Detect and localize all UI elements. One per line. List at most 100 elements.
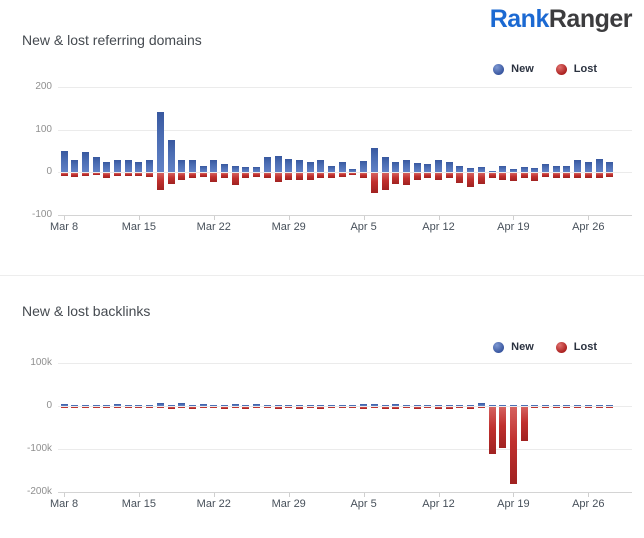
bar-lost (60, 173, 68, 176)
bar-new (338, 162, 346, 173)
bar-lost (392, 407, 400, 409)
legend-lost-bullet-icon (555, 63, 567, 75)
bar-lost (467, 173, 475, 187)
bar-new (263, 404, 271, 406)
bar-new (92, 157, 100, 173)
bar-new (285, 404, 293, 406)
bar-lost (477, 407, 485, 409)
bar-lost (445, 173, 453, 179)
bar-new (563, 404, 571, 406)
x-axis-label: Mar 22 (196, 498, 231, 510)
bar-new (542, 404, 549, 406)
gridline (58, 449, 632, 450)
bar-lost (306, 173, 314, 180)
x-axis-tick (138, 493, 140, 497)
x-axis-label: Mar 29 (271, 221, 306, 233)
bar-lost (413, 407, 421, 409)
bar-new (146, 405, 154, 407)
bar-new (135, 162, 143, 173)
bar-new (531, 168, 539, 173)
x-axis-tick (138, 216, 140, 220)
bar-lost (146, 407, 154, 409)
bar-lost (552, 173, 560, 178)
bar-new (103, 405, 111, 407)
legend-new-label: New (511, 341, 534, 353)
bar-new (317, 160, 325, 173)
x-axis-tick (588, 493, 590, 497)
x-axis-tick (438, 216, 440, 220)
bar-lost (509, 173, 517, 181)
bar-new (360, 403, 368, 406)
gridline (58, 87, 632, 88)
legend-new-bullet-icon (493, 341, 505, 353)
bar-lost (552, 407, 560, 408)
backlinks-legend: New Lost (493, 341, 597, 353)
x-axis-tick (363, 493, 365, 497)
x-axis-label: Apr 5 (350, 221, 377, 233)
bar-lost (509, 407, 517, 484)
bar-new (595, 405, 603, 407)
bar-new (499, 165, 507, 173)
gridline (58, 363, 632, 364)
bar-new (381, 157, 389, 173)
bar-lost (499, 173, 507, 180)
bar-new (445, 161, 453, 173)
legend-item-new[interactable]: New (493, 63, 534, 75)
bar-lost (71, 407, 79, 408)
bar-new (188, 405, 196, 407)
bar-new (467, 405, 475, 407)
bar-new (488, 170, 496, 173)
legend-lost-bullet-icon (555, 341, 567, 353)
legend-item-new[interactable]: New (493, 341, 534, 353)
bar-lost (221, 407, 228, 409)
bar-lost (606, 407, 614, 409)
bar-lost (360, 407, 368, 409)
bar-new (199, 165, 207, 173)
bar-lost (360, 173, 368, 178)
x-axis-label: Apr 26 (572, 498, 605, 510)
bar-new (456, 404, 464, 406)
x-axis-tick (363, 216, 365, 220)
bar-new (467, 168, 475, 173)
bar-lost (445, 407, 453, 409)
bar-lost (178, 173, 186, 180)
bar-new (156, 403, 164, 406)
bar-new (188, 160, 196, 173)
bar-lost (584, 407, 592, 408)
bar-lost (81, 173, 89, 176)
bar-new (574, 160, 582, 173)
bar-new (552, 405, 560, 407)
bar-lost (349, 173, 357, 176)
x-axis-tick (588, 216, 590, 220)
legend-lost-label: Lost (573, 341, 597, 353)
bar-new (402, 159, 410, 173)
bar-lost (424, 407, 432, 409)
bar-new (295, 160, 303, 173)
x-axis-label: Mar 29 (271, 498, 306, 510)
x-axis-label: Mar 22 (196, 221, 231, 233)
bar-new (370, 404, 378, 406)
bar-lost (402, 407, 410, 409)
x-axis-tick (288, 216, 290, 220)
bar-new (338, 405, 346, 407)
rankranger-logo[interactable]: RankRanger (490, 5, 633, 34)
bar-lost (595, 407, 603, 408)
bar-lost (199, 407, 207, 408)
bar-lost (146, 173, 154, 177)
y-axis-label: -100 (31, 209, 52, 220)
bar-lost (92, 407, 100, 408)
bar-new (114, 160, 121, 173)
bar-lost (424, 173, 432, 179)
bar-new (317, 405, 325, 407)
bar-lost (467, 407, 475, 409)
bar-new (563, 166, 571, 173)
legend-item-lost[interactable]: Lost (555, 63, 597, 75)
bar-lost (92, 173, 100, 176)
bar-new (253, 403, 261, 406)
bar-lost (542, 173, 549, 177)
bar-lost (156, 407, 164, 409)
bar-new (520, 405, 528, 407)
legend-item-lost[interactable]: Lost (555, 341, 597, 353)
x-axis-line (58, 215, 632, 216)
bar-lost (210, 407, 218, 409)
